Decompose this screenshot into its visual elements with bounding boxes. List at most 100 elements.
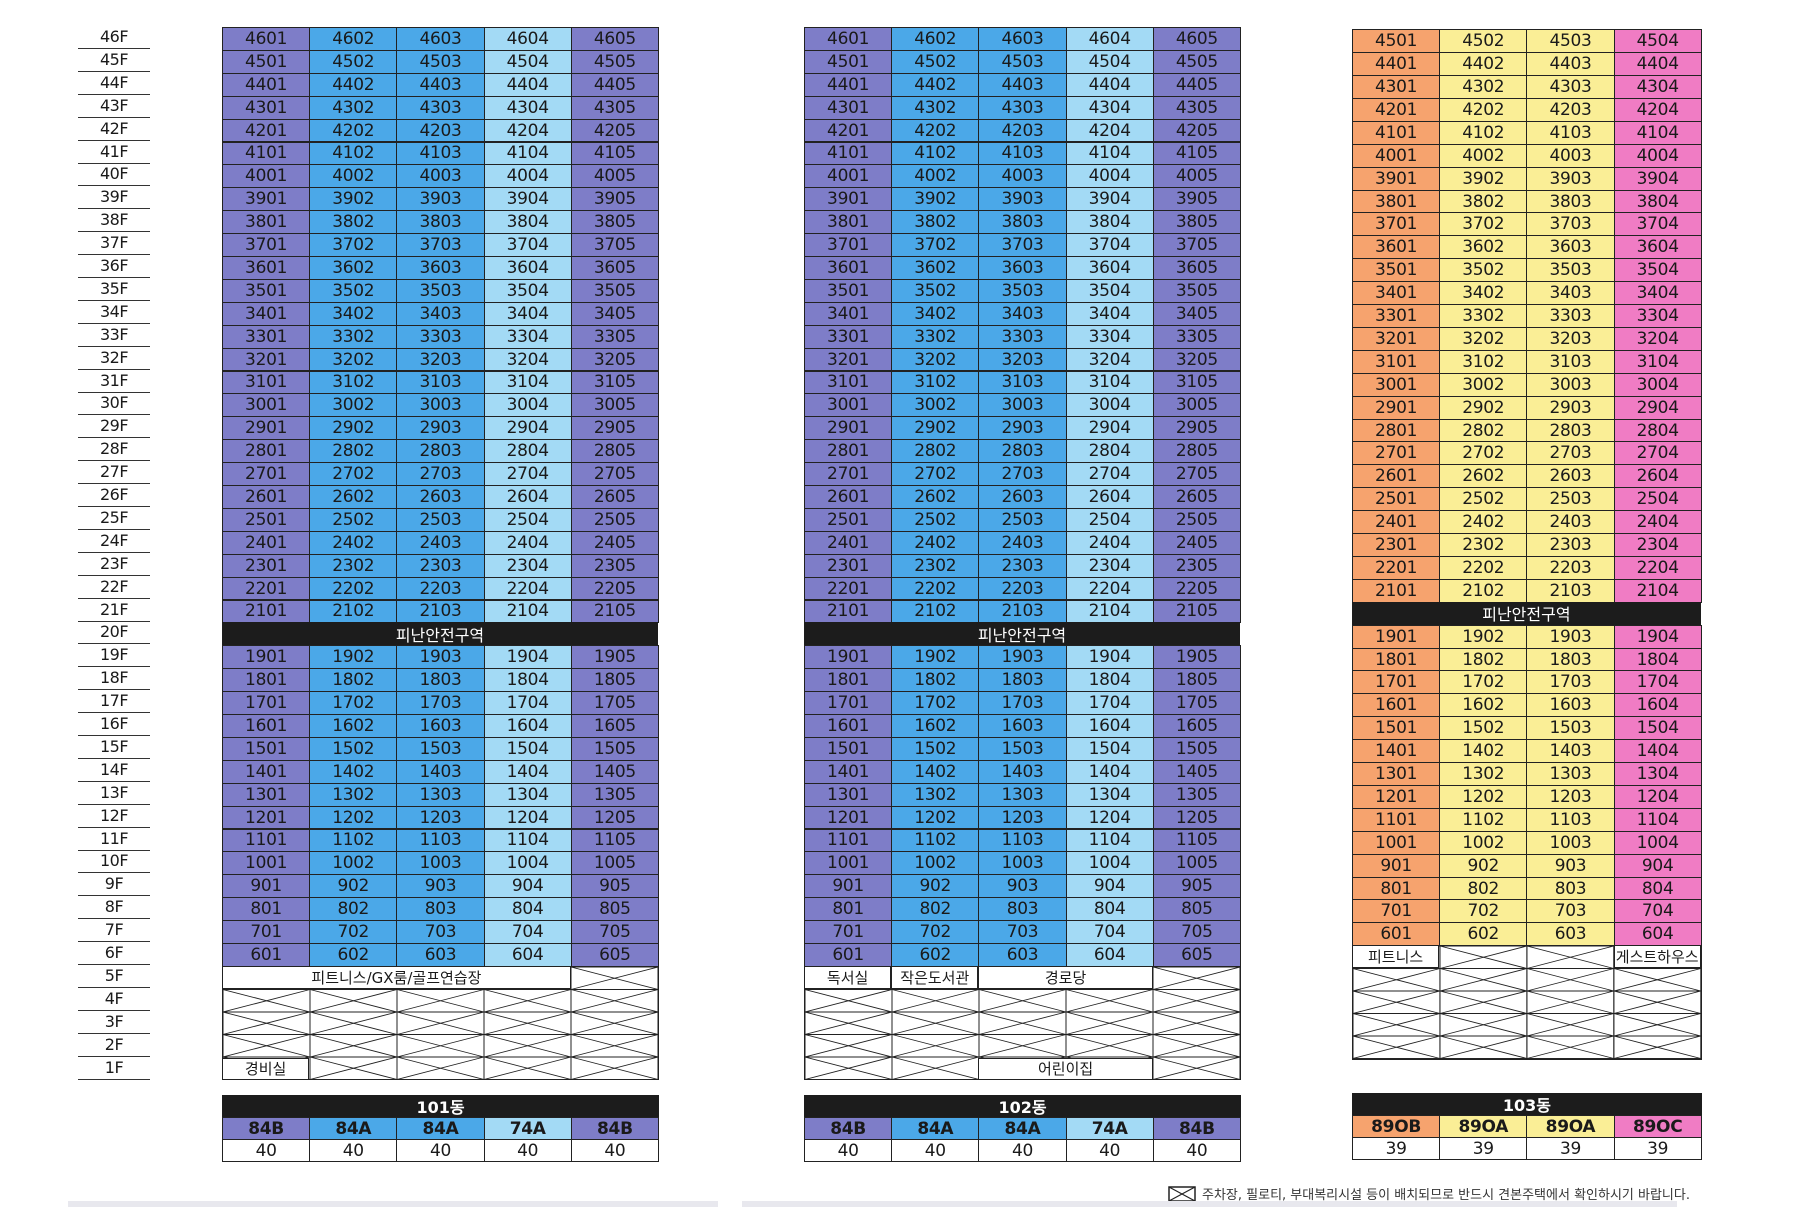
- unit-cell: 1103: [978, 828, 1067, 853]
- floor-label: 44F: [78, 72, 150, 95]
- footnote-text: 주차장, 필로티, 부대복리시설 등이 배치되므로 반드시 견본주택에서 확인하…: [1202, 1188, 1690, 1203]
- unit-cell: 2305: [570, 553, 659, 578]
- unit-cell: 4202: [309, 118, 398, 143]
- unit-cell: 4002: [309, 164, 398, 189]
- unit-type-cell: 84B: [570, 1117, 659, 1140]
- unit-cell: 3805: [1152, 210, 1241, 235]
- unit-cell: 4505: [1152, 49, 1241, 74]
- unit-cell: 2304: [483, 553, 572, 578]
- unit-cell: 4305: [570, 95, 659, 120]
- unit-cell: 2303: [978, 553, 1067, 578]
- unit-cell: 1203: [1526, 784, 1615, 809]
- unit-cell: 1002: [1439, 830, 1528, 855]
- unit-cell: 2301: [222, 553, 311, 578]
- floor-label: 17F: [78, 690, 150, 714]
- unit-cell: 3903: [1526, 166, 1615, 191]
- unit-cell: 2303: [396, 553, 485, 578]
- unit-cell: 4605: [570, 27, 659, 51]
- unit-cell: 2103: [978, 599, 1067, 624]
- floor-label: 14F: [78, 759, 150, 782]
- unit-cell: 3603: [396, 256, 485, 280]
- unit-count-cell: 40: [978, 1139, 1067, 1162]
- unit-cell: 2804: [1613, 418, 1702, 443]
- unit-cell: 3201: [222, 347, 311, 372]
- floor-label: 23F: [78, 553, 150, 576]
- unit-cell: 4301: [222, 95, 311, 120]
- floor-label: 29F: [78, 415, 150, 439]
- unit-cell: 3504: [483, 278, 572, 303]
- unit-cell: 904: [483, 874, 572, 899]
- unit-cell: 2901: [222, 416, 311, 441]
- unit-count-cell: 40: [804, 1139, 893, 1162]
- unit-cell: 1103: [1526, 807, 1615, 832]
- unit-cell: 1804: [483, 668, 572, 693]
- unit-cell: 3701: [1352, 212, 1441, 237]
- unit-cell: 3704: [1065, 233, 1154, 257]
- unit-cell: 1905: [570, 645, 659, 670]
- unit-cell: 703: [1526, 899, 1615, 924]
- unit-cell: 2202: [1439, 555, 1528, 580]
- unit-cell: 3904: [1065, 187, 1154, 212]
- floor-label: 18F: [78, 667, 150, 691]
- unit-cell: 1902: [1439, 624, 1528, 649]
- unit-cell: 1903: [396, 645, 485, 670]
- unit-cell: 2702: [1439, 441, 1528, 466]
- unit-cell: 1201: [1352, 784, 1441, 809]
- unit-cell: 4203: [978, 118, 1067, 143]
- unit-cell: 1402: [309, 759, 398, 784]
- floor-label: 35F: [78, 278, 150, 301]
- unit-cell: 3905: [570, 187, 659, 212]
- floor-label: 26F: [78, 484, 150, 507]
- unit-cell: 3801: [222, 210, 311, 235]
- unit-cell: 902: [891, 874, 980, 899]
- unit-cell: 2702: [891, 462, 980, 486]
- unit-type-cell: 89OB: [1352, 1115, 1441, 1138]
- unit-cell: 3104: [483, 370, 572, 395]
- unit-cell: 4404: [1065, 72, 1154, 97]
- unit-cell: 4302: [891, 95, 980, 120]
- unit-cell: 2601: [222, 485, 311, 509]
- unit-cell: 904: [1613, 853, 1702, 878]
- unit-cell: 4104: [1065, 141, 1154, 166]
- unit-cell: 4503: [978, 49, 1067, 74]
- unit-type-cell: 89OA: [1526, 1115, 1615, 1138]
- unit-cell: 603: [1526, 922, 1615, 947]
- unit-cell: 4405: [570, 72, 659, 97]
- unit-cell: 3004: [483, 393, 572, 418]
- unit-cell: 2503: [1526, 487, 1615, 512]
- unit-cell: 1302: [309, 782, 398, 807]
- floor-label: 43F: [78, 95, 150, 118]
- unit-cell: 1404: [483, 759, 572, 784]
- unit-cell: 1802: [1439, 647, 1528, 672]
- unit-cell: 4103: [396, 141, 485, 166]
- unit-cell: 3901: [222, 187, 311, 212]
- unit-cell: 601: [222, 943, 311, 967]
- unit-cell: 4304: [483, 95, 572, 120]
- unit-cell: 1801: [1352, 647, 1441, 672]
- unit-cell: 1105: [1152, 828, 1241, 853]
- unit-cell: 2104: [483, 599, 572, 624]
- unit-cell: 1801: [222, 668, 311, 693]
- unit-cell: 2103: [1526, 578, 1615, 603]
- unit-cell: 2603: [1526, 464, 1615, 489]
- unit-cell: 2604: [483, 485, 572, 509]
- unit-cell: 1001: [804, 851, 893, 876]
- unit-cell: 3101: [804, 370, 893, 395]
- unit-cell: 4102: [309, 141, 398, 166]
- unit-cell: 1001: [222, 851, 311, 876]
- unit-cell: 2904: [1065, 416, 1154, 441]
- unit-cell: 2602: [1439, 464, 1528, 489]
- unit-cell: 3602: [891, 256, 980, 280]
- unit-cell: 1704: [1065, 691, 1154, 715]
- floor-label: 16F: [78, 713, 150, 736]
- unit-cell: 2104: [1065, 599, 1154, 624]
- floor-label: 45F: [78, 49, 150, 72]
- unit-count-cell: 40: [891, 1139, 980, 1162]
- unit-cell: 1502: [309, 736, 398, 761]
- unit-cell: 1702: [309, 691, 398, 715]
- unit-cell: 2403: [396, 530, 485, 555]
- unit-cell: 1304: [1613, 762, 1702, 786]
- unit-cell: 3702: [309, 233, 398, 257]
- refuge-zone-band: 피난안전구역: [1352, 601, 1701, 625]
- unit-cell: 1601: [1352, 693, 1441, 718]
